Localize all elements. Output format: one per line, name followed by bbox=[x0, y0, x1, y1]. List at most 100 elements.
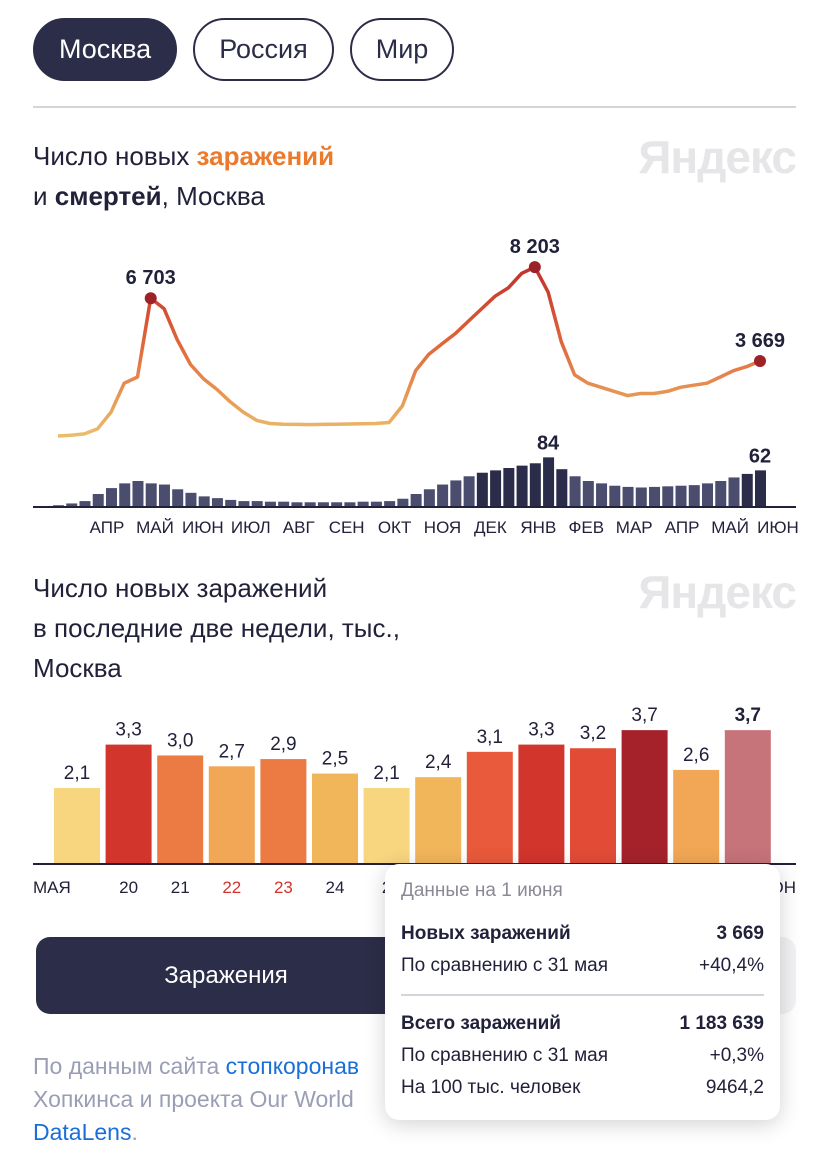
footer-datalens-link[interactable]: DataLens bbox=[33, 1119, 132, 1145]
source-footer: По данным сайта стопкоронав Хопкинса и п… bbox=[33, 1050, 793, 1149]
bar-value-label: 3,2 bbox=[580, 723, 606, 744]
tooltip-new-label: Новых заражений bbox=[401, 923, 571, 944]
bar bbox=[673, 769, 720, 864]
bar-value-label: 3,3 bbox=[115, 720, 141, 741]
deaths-bar bbox=[569, 476, 581, 507]
deaths-bar bbox=[702, 483, 714, 507]
deaths-bar bbox=[755, 470, 766, 507]
deaths-bar bbox=[490, 470, 502, 507]
deaths-bar bbox=[66, 503, 78, 507]
deaths-bar bbox=[397, 498, 409, 507]
deaths-bar bbox=[370, 501, 382, 507]
month-tick-label: ОКТ bbox=[378, 518, 412, 537]
infections-button[interactable]: Заражения bbox=[36, 937, 416, 1014]
bar bbox=[724, 730, 771, 864]
chart1-title-text2: и bbox=[33, 181, 55, 211]
bar-value-label: 2,5 bbox=[322, 749, 348, 770]
deaths-bar bbox=[317, 502, 329, 507]
deaths-bar bbox=[92, 494, 104, 507]
chart2-title-line3: Москва bbox=[33, 653, 122, 683]
deaths-bar bbox=[596, 483, 608, 507]
region-tab-moscow[interactable]: Москва bbox=[33, 18, 178, 81]
deaths-bar bbox=[145, 483, 157, 507]
tooltip-total-row: Всего заражений 1 183 639 bbox=[401, 1008, 764, 1040]
tooltip-new-row: Новых заражений 3 669 bbox=[401, 918, 764, 950]
bar-category-label: 24 bbox=[326, 878, 345, 897]
deaths-bar bbox=[675, 485, 687, 507]
deaths-bar bbox=[344, 502, 356, 507]
chart2-title-line2: в последние две недели, тыс., bbox=[33, 613, 400, 643]
tooltip-separator bbox=[401, 994, 764, 996]
month-tick-label: ИЮЛ bbox=[231, 518, 271, 537]
deaths-bar bbox=[304, 502, 316, 507]
month-tick-label: АПР bbox=[665, 518, 700, 537]
deaths-bar bbox=[410, 494, 422, 507]
month-tick-label: ИЮН bbox=[182, 518, 224, 537]
tooltip-cmp2-row: По сравнению с 31 мая +0,3% bbox=[401, 1040, 764, 1072]
tooltip-per100-row: На 100 тыс. человек 9464,2 bbox=[401, 1072, 764, 1104]
deaths-bar bbox=[582, 481, 594, 507]
tooltip-total-value: 1 183 639 bbox=[679, 1013, 764, 1034]
footer-source-link[interactable]: стопкоронав bbox=[225, 1053, 360, 1079]
deaths-bar bbox=[357, 501, 369, 507]
chart1-title-text3: , Москва bbox=[161, 181, 265, 211]
deaths-bar bbox=[198, 496, 210, 507]
month-tick-label: ЯНВ bbox=[520, 518, 556, 537]
tooltip-cmp1-value: +40,4% bbox=[699, 955, 764, 976]
tooltip-total-label: Всего заражений bbox=[401, 1013, 561, 1034]
month-tick-label: ФЕВ bbox=[568, 518, 604, 537]
chart1-title-bold: смертей bbox=[54, 181, 162, 211]
deaths-bar bbox=[185, 492, 197, 507]
deaths-bar bbox=[105, 488, 117, 507]
deaths-bar bbox=[251, 501, 263, 507]
bar bbox=[621, 730, 668, 864]
infections-peak-label: 3 669 bbox=[735, 330, 785, 352]
deaths-bar bbox=[503, 468, 515, 507]
bar-category-label: 23 bbox=[274, 878, 293, 897]
bar-category-label: 20 bbox=[119, 878, 138, 897]
deaths-bar bbox=[225, 499, 237, 507]
bar bbox=[105, 744, 152, 864]
deaths-bar bbox=[423, 489, 435, 507]
bar-value-label: 2,1 bbox=[64, 763, 90, 784]
infections-peak-marker bbox=[754, 355, 766, 368]
bar bbox=[312, 773, 358, 864]
bar-value-label: 3,0 bbox=[167, 730, 193, 751]
data-tooltip: Данные на 1 июня Новых заражений 3 669 П… bbox=[385, 864, 780, 1120]
deaths-bar bbox=[741, 473, 753, 507]
deaths-bar bbox=[516, 465, 528, 507]
bar bbox=[570, 748, 616, 864]
deaths-bar bbox=[622, 486, 634, 507]
deaths-bar bbox=[238, 501, 250, 507]
bar bbox=[518, 744, 565, 864]
bar-value-label: 3,7 bbox=[735, 705, 761, 726]
deaths-bar bbox=[463, 476, 475, 507]
bar bbox=[415, 777, 462, 864]
region-tabs: Москва Россия Мир bbox=[33, 18, 455, 81]
infections-peak-label: 8 203 bbox=[510, 236, 560, 258]
month-tick-label: АПР bbox=[90, 518, 125, 537]
month-tick-label: ДЕК bbox=[474, 518, 507, 537]
bar-value-label: 2,7 bbox=[219, 741, 245, 762]
bar-chart: 2,1 3,3 3,0 2,7 2,9 2,5 2,1 2,4 3,1 3,3 3,2 3,7 2,6 3… bbox=[33, 705, 796, 897]
bar-value-label: 2,9 bbox=[270, 734, 296, 755]
infections-line bbox=[57, 265, 761, 438]
infections-peak-marker bbox=[528, 261, 541, 274]
deaths-bar bbox=[119, 483, 131, 507]
bar-value-label: 3,1 bbox=[477, 727, 503, 748]
deaths-bar bbox=[649, 486, 661, 507]
region-tab-world[interactable]: Мир bbox=[349, 18, 455, 81]
deaths-bar bbox=[278, 501, 290, 507]
footer-period: . bbox=[131, 1119, 138, 1145]
bar-category-label: 21 bbox=[171, 878, 190, 897]
deaths-bar bbox=[529, 463, 541, 507]
deaths-bar bbox=[79, 501, 91, 507]
tooltip-per100-label: На 100 тыс. человек bbox=[401, 1077, 581, 1098]
yandex-watermark: Яндекс bbox=[638, 131, 797, 183]
month-tick-label: СЕН bbox=[329, 518, 365, 537]
yandex-watermark-2: Яндекс bbox=[638, 566, 797, 618]
region-tab-russia[interactable]: Россия bbox=[193, 18, 334, 81]
month-tick-label: АВГ bbox=[283, 518, 315, 537]
bar-category-label: МАЯ bbox=[33, 878, 71, 897]
deaths-bar bbox=[728, 477, 740, 507]
